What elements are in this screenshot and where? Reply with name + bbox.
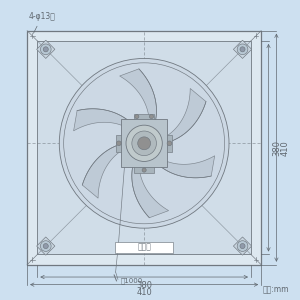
Circle shape (167, 141, 172, 146)
Bar (116, 135, 122, 152)
Circle shape (40, 44, 51, 55)
Text: 銅　板: 銅 板 (137, 243, 151, 252)
Circle shape (240, 47, 245, 52)
Text: 410: 410 (136, 288, 152, 297)
Circle shape (240, 244, 245, 249)
Polygon shape (120, 69, 157, 126)
Text: 380: 380 (272, 140, 281, 156)
Bar (134, 114, 154, 119)
Polygon shape (132, 160, 169, 218)
Circle shape (135, 115, 139, 119)
Circle shape (116, 141, 121, 146)
Text: 単位:mm: 単位:mm (263, 285, 289, 294)
Polygon shape (161, 88, 206, 143)
Bar (27, 31, 261, 265)
Text: 380: 380 (136, 281, 152, 290)
Circle shape (142, 168, 146, 172)
Circle shape (138, 137, 151, 150)
Circle shape (43, 47, 48, 52)
Circle shape (43, 244, 48, 249)
Bar (167, 135, 172, 152)
Circle shape (40, 241, 51, 251)
Polygon shape (233, 237, 252, 255)
Bar (115, 242, 173, 253)
Polygon shape (37, 40, 55, 58)
Text: 4-φ13穴: 4-φ13穴 (28, 12, 56, 33)
Bar (134, 167, 154, 173)
Polygon shape (82, 143, 127, 198)
Polygon shape (37, 237, 55, 255)
Bar (37, 41, 251, 254)
Polygon shape (154, 156, 215, 178)
Circle shape (149, 115, 154, 119)
Circle shape (126, 125, 162, 161)
Circle shape (59, 58, 229, 228)
Polygon shape (233, 40, 252, 58)
Bar (122, 119, 167, 167)
Circle shape (237, 241, 248, 251)
Polygon shape (74, 109, 134, 131)
Text: 410: 410 (280, 140, 289, 156)
Text: 祰1000: 祰1000 (121, 277, 143, 284)
Circle shape (237, 44, 248, 55)
Circle shape (132, 131, 156, 156)
